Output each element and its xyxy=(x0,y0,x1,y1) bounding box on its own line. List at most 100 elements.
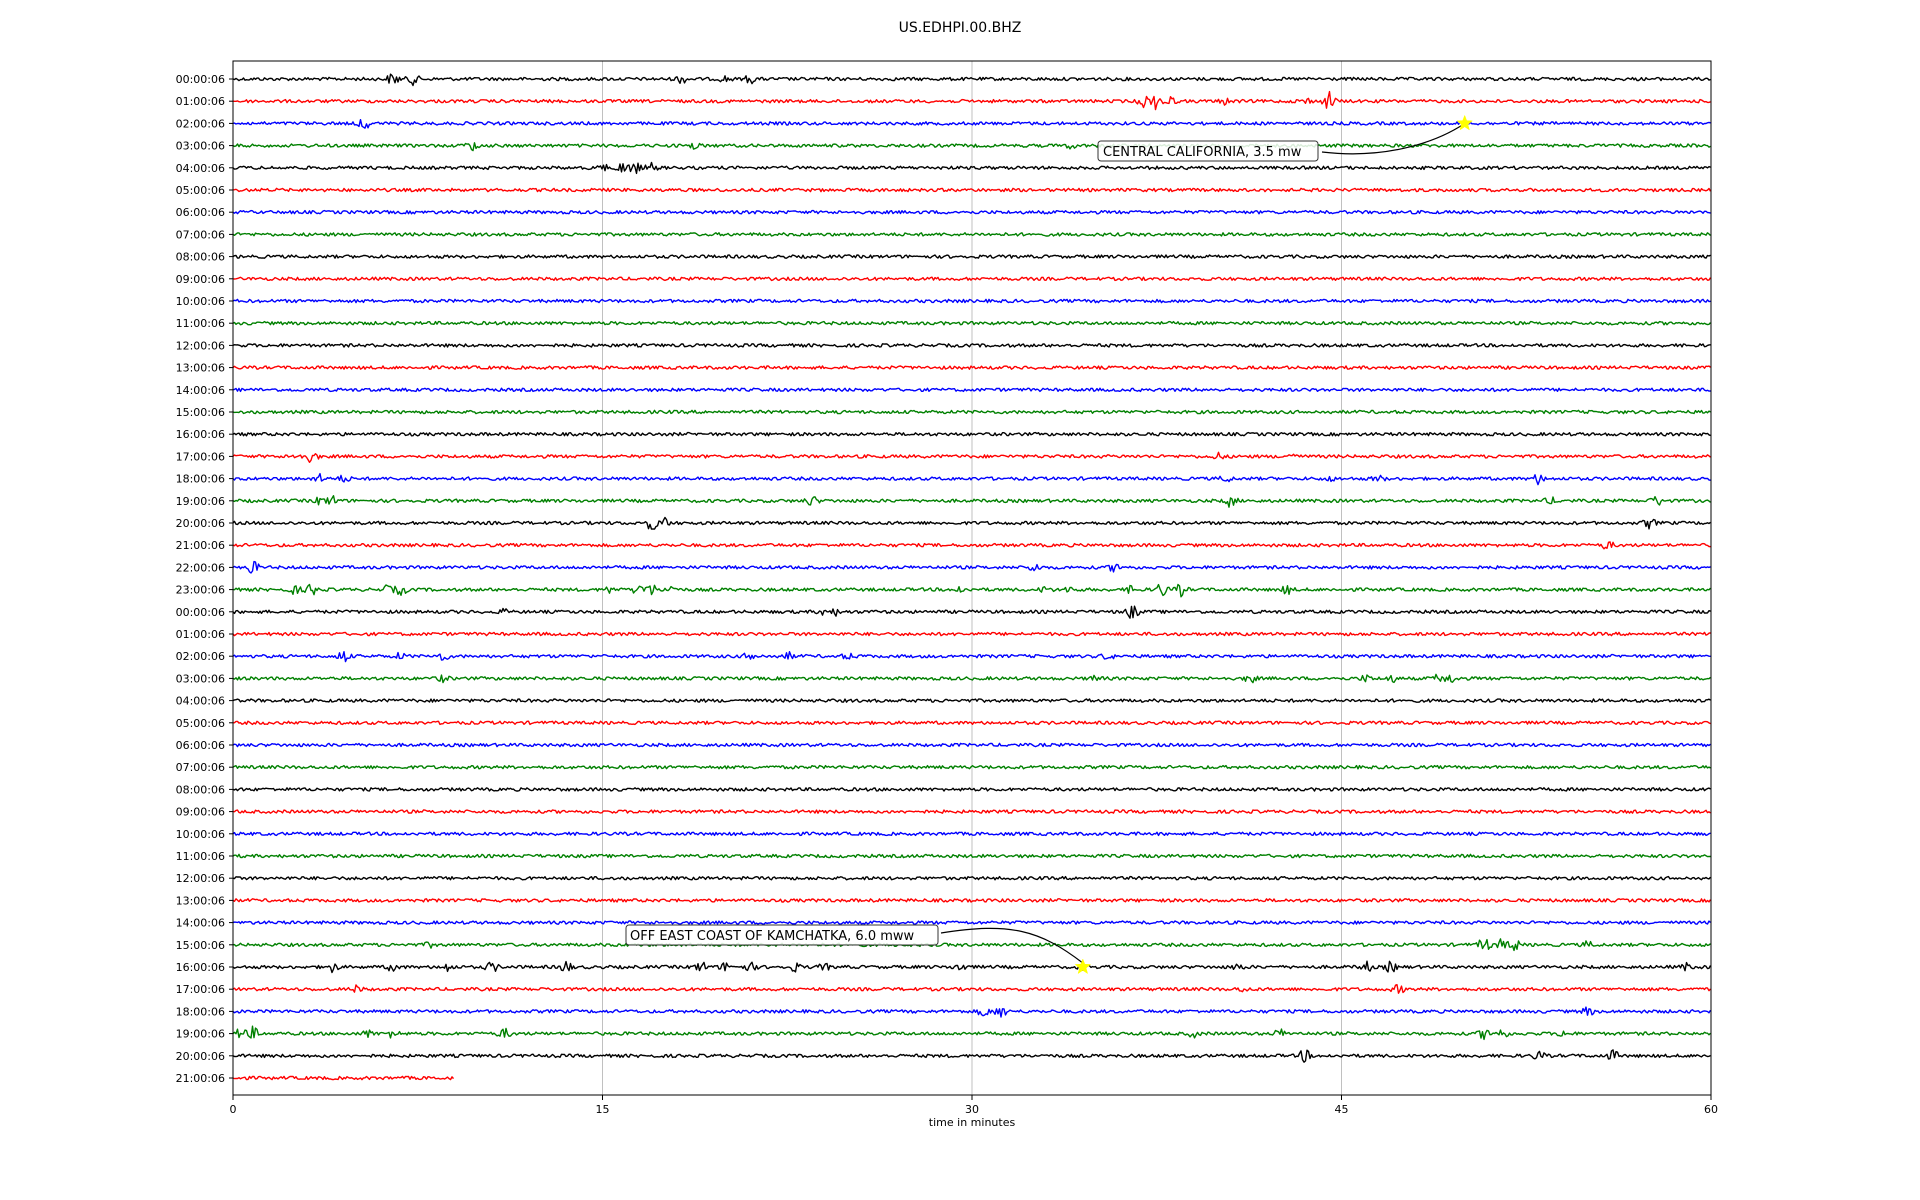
trace-line-7 xyxy=(232,232,1711,237)
trace-line-8 xyxy=(232,254,1711,259)
trace-line-25 xyxy=(232,631,1711,637)
y-tick-label: 16:00:06 xyxy=(176,428,225,441)
trace-line-28 xyxy=(232,698,1711,703)
y-tick-label: 15:00:06 xyxy=(176,406,225,419)
y-tick-label: 20:00:06 xyxy=(176,517,225,530)
y-tick-label: 00:00:06 xyxy=(176,606,225,619)
y-tick-label: 10:00:06 xyxy=(176,295,225,308)
y-tick-label: 01:00:06 xyxy=(176,95,225,108)
event-label: CENTRAL CALIFORNIA, 3.5 mw xyxy=(1103,145,1302,160)
y-tick-label: 13:00:06 xyxy=(176,894,225,907)
y-tick-label: 07:00:06 xyxy=(176,228,225,241)
trace-line-16 xyxy=(232,431,1711,437)
y-tick-label: 13:00:06 xyxy=(176,362,225,375)
trace-line-21 xyxy=(232,541,1711,550)
x-tick-label: 0 xyxy=(230,1103,237,1116)
trace-line-41 xyxy=(232,984,1712,994)
trace-line-35 xyxy=(232,853,1711,859)
y-tick-label: 17:00:06 xyxy=(176,450,225,463)
trace-line-11 xyxy=(232,320,1712,326)
trace-line-38 xyxy=(232,920,1711,925)
trace-line-42 xyxy=(232,1006,1712,1018)
y-tick-label: 07:00:06 xyxy=(176,761,225,774)
y-tick-label: 02:00:06 xyxy=(176,650,225,663)
y-tick-label: 21:00:06 xyxy=(176,1072,225,1085)
trace-line-29 xyxy=(232,720,1711,726)
y-tick-label: 14:00:06 xyxy=(176,384,225,397)
event-star-icon xyxy=(1456,114,1473,131)
trace-line-20 xyxy=(232,516,1711,530)
y-tick-label: 11:00:06 xyxy=(176,317,225,330)
trace-line-36 xyxy=(232,875,1712,881)
y-tick-label: 09:00:06 xyxy=(176,806,225,819)
y-tick-label: 04:00:06 xyxy=(176,695,225,708)
y-tick-label: 10:00:06 xyxy=(176,828,225,841)
trace-line-22 xyxy=(232,560,1711,574)
y-tick-label: 03:00:06 xyxy=(176,672,225,685)
trace-line-44 xyxy=(232,1049,1711,1063)
trace-line-5 xyxy=(232,187,1712,193)
trace-line-17 xyxy=(232,451,1711,463)
trace-line-1 xyxy=(232,90,1711,111)
y-tick-label: 06:00:06 xyxy=(176,206,225,219)
x-tick-label: 30 xyxy=(965,1103,979,1116)
trace-line-19 xyxy=(232,495,1711,508)
y-tick-label: 12:00:06 xyxy=(176,339,225,352)
trace-line-43 xyxy=(232,1025,1712,1041)
trace-line-37 xyxy=(232,898,1712,903)
y-tick-label: 18:00:06 xyxy=(176,473,225,486)
y-tick-label: 08:00:06 xyxy=(176,783,225,796)
trace-line-9 xyxy=(232,276,1712,282)
y-tick-label: 19:00:06 xyxy=(176,1028,225,1041)
trace-line-13 xyxy=(232,365,1711,370)
y-tick-label: 15:00:06 xyxy=(176,939,225,952)
trace-line-30 xyxy=(232,742,1711,748)
trace-line-4 xyxy=(232,161,1711,175)
x-axis-label: time in minutes xyxy=(929,1116,1016,1129)
y-tick-label: 17:00:06 xyxy=(176,983,225,996)
y-tick-label: 06:00:06 xyxy=(176,739,225,752)
trace-line-23 xyxy=(232,583,1712,598)
y-tick-label: 16:00:06 xyxy=(176,961,225,974)
event-label-box xyxy=(625,924,939,946)
trace-line-3 xyxy=(232,142,1711,152)
event-label: OFF EAST COAST OF KAMCHATKA, 6.0 mww xyxy=(630,929,915,944)
event-arrow xyxy=(1321,122,1466,155)
trace-line-10 xyxy=(232,298,1711,304)
y-tick-label: 11:00:06 xyxy=(176,850,225,863)
trace-line-26 xyxy=(232,651,1711,663)
trace-lines xyxy=(232,73,1712,1081)
y-tick-label: 02:00:06 xyxy=(176,117,225,130)
event-arrow xyxy=(940,927,1084,964)
y-tick-label: 05:00:06 xyxy=(176,717,225,730)
trace-line-40 xyxy=(232,960,1712,974)
x-tick-label: 60 xyxy=(1704,1103,1718,1116)
chart-title: US.EDHPI.00.BHZ xyxy=(898,20,1022,36)
x-tick-label: 15 xyxy=(596,1103,610,1116)
event-star-icon xyxy=(1074,958,1092,975)
y-tick-label: 01:00:06 xyxy=(176,628,225,641)
trace-line-12 xyxy=(232,343,1711,348)
y-tick-label: 05:00:06 xyxy=(176,184,225,197)
trace-line-45 xyxy=(232,1075,455,1081)
y-tick-label: 14:00:06 xyxy=(176,917,225,930)
y-tick-label: 09:00:06 xyxy=(176,273,225,286)
trace-line-6 xyxy=(232,209,1711,215)
trace-line-24 xyxy=(232,605,1711,619)
x-tick-label: 45 xyxy=(1335,1103,1349,1116)
trace-line-15 xyxy=(232,409,1711,415)
trace-line-18 xyxy=(232,472,1711,486)
event-annotations: CENTRAL CALIFORNIA, 3.5 mw OFF EAST COAST… xyxy=(625,114,1473,975)
y-tick-label: 12:00:06 xyxy=(176,872,225,885)
y-tick-label: 20:00:06 xyxy=(176,1050,225,1063)
y-tick-label: 08:00:06 xyxy=(176,251,225,264)
y-tick-label: 23:00:06 xyxy=(176,584,225,597)
trace-line-0 xyxy=(232,73,1711,87)
y-tick-label: 03:00:06 xyxy=(176,140,225,153)
trace-line-34 xyxy=(232,831,1711,837)
event-label-box xyxy=(1097,140,1319,162)
y-tick-label: 04:00:06 xyxy=(176,162,225,175)
y-tick-labels: 00:00:06 01:00:06 02:00:06 03:00:06 04:00:06… xyxy=(176,73,233,1085)
trace-line-32 xyxy=(232,787,1711,792)
